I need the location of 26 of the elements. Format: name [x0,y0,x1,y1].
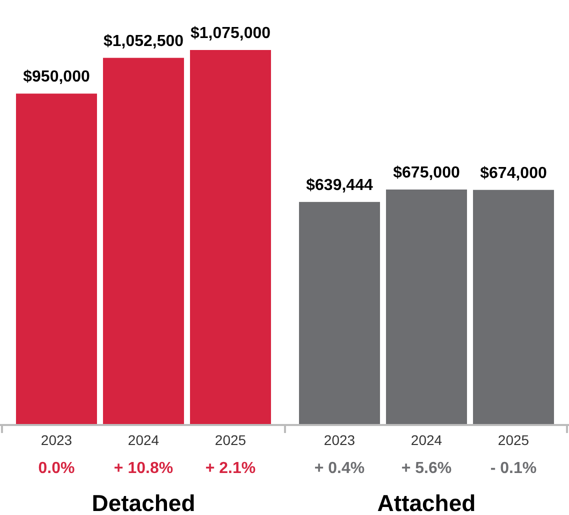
bar [190,50,271,425]
x-tick-label: 2024 [410,432,442,448]
data-label: $639,444 [306,176,373,194]
text: Attached [377,490,476,515]
text: + 2.1% [205,460,256,477]
bar [386,190,467,425]
data-label: $674,000 [480,164,547,182]
bar [473,190,554,425]
bar [103,58,184,425]
x-tick-label: 2025 [214,432,246,448]
data-label: $675,000 [393,164,460,182]
data-label: $1,075,000 [190,25,271,42]
text: - 0.1% [490,460,537,477]
text: 0.0% [38,460,75,477]
x-tick-label: 2024 [128,432,160,448]
x-tick-label: 2023 [40,432,72,448]
text: + 0.4% [314,460,365,477]
x-tick-label: 2025 [498,432,530,448]
text: + 10.8% [114,460,174,477]
text: + 5.6% [401,460,452,477]
data-label: $950,000 [23,68,90,86]
data-label: $1,052,500 [103,32,184,50]
bar [16,94,97,425]
text: Detached [92,490,196,515]
x-tick-label: 2023 [324,432,356,448]
bar [299,202,380,425]
